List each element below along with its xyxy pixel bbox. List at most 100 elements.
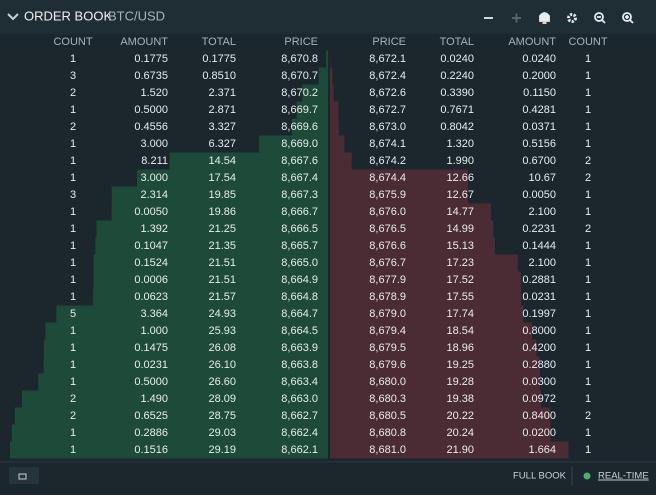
ask-cell: 0.0300 — [522, 376, 556, 388]
ask-cell: 8,675.9 — [369, 189, 406, 201]
bid-cell: 21.35 — [208, 240, 236, 252]
ask-cell: 8,679.6 — [369, 359, 406, 371]
ask-depth-bar — [330, 186, 469, 204]
real-time-link[interactable]: REAL-TIME — [598, 471, 649, 482]
bid-cell: 3 — [70, 70, 76, 82]
bid-cell: 1 — [70, 223, 76, 235]
bid-depth-bar — [96, 220, 329, 238]
bid-cell: 8,669.6 — [281, 121, 318, 133]
settings[interactable] — [567, 13, 577, 23]
bid-depth-bar — [136, 169, 328, 187]
ask-depth-bar — [330, 373, 541, 391]
ask-cell: 2.100 — [528, 257, 556, 269]
bid-depth-bar — [169, 152, 328, 170]
bid-cell: 0.0050 — [134, 206, 168, 218]
increase-precision[interactable] — [512, 13, 521, 23]
bid-cell: 1.490 — [140, 393, 168, 405]
bid-cell: 26.10 — [208, 359, 236, 371]
ask-depth-bar — [330, 390, 542, 408]
bid-depth-bar — [11, 424, 328, 442]
ask-depth-bar — [330, 118, 339, 136]
ask-cell: 0.8400 — [522, 410, 556, 422]
bid-cell: 1 — [70, 325, 76, 337]
panel-title: ORDER BOOK — [24, 8, 112, 23]
bid-depth-bar — [93, 271, 328, 289]
bid-cell: 0.6525 — [134, 410, 168, 422]
ask-cell: 0.2000 — [522, 70, 556, 82]
status-dot — [583, 472, 591, 480]
ask-cell: 14.77 — [446, 206, 474, 218]
ask-depth-bar — [330, 203, 491, 221]
bid-cell: 19.85 — [208, 189, 236, 201]
bid-cell: 8,664.5 — [281, 325, 318, 337]
ask-cell: 1 — [585, 240, 591, 252]
bid-depth-bar — [259, 135, 328, 153]
bid-cell: 17.54 — [208, 172, 236, 184]
bid-cell: 1 — [70, 257, 76, 269]
popout-button[interactable] — [9, 467, 39, 484]
ask-cell: 14.99 — [446, 223, 474, 235]
bid-cell: 21.25 — [208, 223, 236, 235]
column-header: PRICE — [372, 36, 406, 48]
bid-cell: 26.60 — [208, 376, 236, 388]
bid-cell: 0.4556 — [134, 121, 168, 133]
bid-cell: 8,663.8 — [281, 359, 318, 371]
ask-depth-bar — [330, 101, 339, 119]
ask-cell: 0.2881 — [522, 274, 556, 286]
bid-cell: 0.0006 — [134, 274, 168, 286]
ask-cell: 1 — [585, 427, 591, 439]
bid-cell: 8,662.7 — [281, 410, 318, 422]
ask-cell: 0.0240 — [440, 53, 474, 65]
bid-cell: 21.51 — [208, 274, 236, 286]
popout-icon — [18, 473, 27, 480]
bid-cell: 0.5000 — [134, 104, 168, 116]
bid-cell: 1 — [70, 104, 76, 116]
ask-cell: 8,676.7 — [369, 257, 406, 269]
zoom-out[interactable] — [594, 12, 606, 24]
collapse-icon[interactable] — [7, 13, 19, 21]
bid-cell: 24.93 — [208, 308, 236, 320]
bid-cell: 0.1775 — [134, 53, 168, 65]
bid-depth-bar — [45, 322, 329, 340]
full-book-link[interactable]: FULL BOOK — [513, 471, 567, 482]
ask-cell: 8,674.2 — [369, 155, 406, 167]
ask-cell: 8,678.9 — [369, 291, 406, 303]
bid-cell: 0.0231 — [134, 359, 168, 371]
ask-depth-bar — [330, 67, 333, 85]
bid-cell: 6.327 — [208, 138, 236, 150]
bid-cell: 8,666.7 — [281, 206, 318, 218]
ask-depth-bar — [330, 237, 495, 255]
ask-cell: 1 — [585, 87, 591, 99]
ask-cell: 0.5156 — [522, 138, 556, 150]
ask-cell: 1 — [585, 359, 591, 371]
bid-depth-bar — [10, 441, 328, 459]
bid-depth-bar — [318, 67, 328, 85]
ask-cell: 2.100 — [528, 206, 556, 218]
bid-cell: 0.5000 — [134, 376, 168, 388]
bid-cell: 8,669.0 — [281, 138, 318, 150]
zoom-in[interactable] — [622, 12, 634, 24]
bid-cell: 19.86 — [208, 206, 236, 218]
bid-cell: 8,665.7 — [281, 240, 318, 252]
bid-cell: 1 — [70, 359, 76, 371]
ask-cell: 1 — [585, 376, 591, 388]
alerts[interactable] — [539, 12, 550, 24]
bid-depth-bar — [111, 203, 329, 221]
column-header: PRICE — [284, 36, 318, 48]
bid-depth-bar — [38, 373, 329, 391]
ask-cell: 8,672.1 — [369, 53, 406, 65]
column-header: TOTAL — [202, 36, 236, 48]
ask-cell: 15.13 — [446, 240, 474, 252]
bid-cell: 1.000 — [140, 325, 168, 337]
ask-cell: 1 — [585, 342, 591, 354]
bid-cell: 8,667.6 — [281, 155, 318, 167]
bid-cell: 0.1047 — [134, 240, 168, 252]
bid-cell: 8,669.7 — [281, 104, 318, 116]
bid-cell: 8,667.3 — [281, 189, 318, 201]
bid-cell: 8,663.0 — [281, 393, 318, 405]
bid-cell: 1 — [70, 240, 76, 252]
ask-cell: 8,680.8 — [369, 427, 406, 439]
bid-cell: 29.19 — [208, 444, 236, 456]
ask-depth-bar — [330, 305, 524, 323]
